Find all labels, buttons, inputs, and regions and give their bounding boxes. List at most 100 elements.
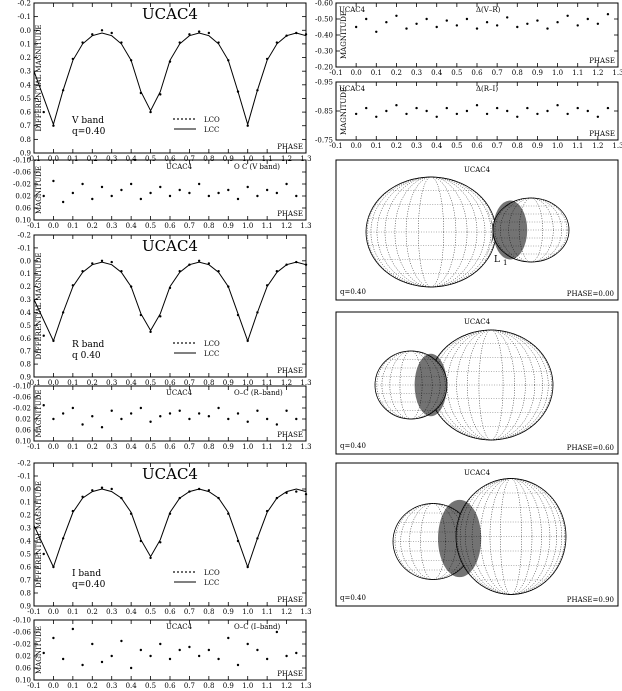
y-tick-label: -0.02 [13,405,31,413]
x-tick-label: -0.1 [27,379,41,387]
x-tick-label: 0.1 [67,222,78,230]
chart-annotation: Δ(V–R) [476,6,501,14]
chart-annotation: O C (V band) [234,163,280,171]
shaded-region [414,353,447,417]
x-tick-label: 1.3 [300,379,311,387]
chart-title: UCAC4 [142,237,198,255]
legend-label: LCO [204,116,220,124]
x-tick-label: 0.8 [203,608,214,616]
band-label: R band [72,340,105,350]
x-tick-label: 0.8 [203,443,214,451]
data-point [256,194,259,198]
x-tick-label: 0.1 [67,682,78,690]
x-tick-label: 1.2 [592,142,603,150]
data-point [526,106,529,110]
x-tick-label: 0.1 [371,142,382,150]
x-tick-label: 0.5 [451,69,462,77]
data-point [566,112,569,116]
data-point [197,412,201,415]
data-point [516,25,519,29]
x-tick-label: 0.7 [184,682,195,690]
data-point [110,260,113,264]
data-point [71,627,75,631]
x-tick-label: -0.1 [27,608,41,616]
chart-title: UCAC4 [166,389,193,397]
y-tick-label: -0.30 [315,48,333,56]
data-point [149,191,152,195]
data-point [159,415,162,418]
x-tick-label: 0.2 [87,682,98,690]
x-tick-label: 1.3 [612,69,622,77]
x-tick-label: 0.2 [87,379,98,387]
y-tick-label: -0.1 [18,473,32,481]
data-point [178,648,181,652]
y-tick-label: 0.2 [20,512,31,520]
y-tick-label: 0.0 [20,257,31,265]
x-tick-label: 0.0 [48,608,59,616]
y-tick-label: 0.2 [20,283,31,291]
data-point [197,182,201,186]
data-point [42,404,45,407]
x-axis-label: PHASE [277,143,303,151]
data-point [265,188,269,192]
x-tick-label: 1.2 [281,608,292,616]
chart-oc_v: -0.1 0.0 0.1 0.2 0.3 0.4 0.5 0.6 0.7 0.8 0.9 1.0 1.1… [13,157,312,231]
y-tick-label: 0.2 [20,54,31,62]
x-tick-label: 0.2 [87,155,98,163]
data-point [71,191,75,195]
data-point [536,19,539,22]
data-point [475,104,479,107]
legend-dot [177,118,179,120]
x-tick-label: 0.4 [431,142,443,150]
y-tick-label: -0.40 [315,32,333,40]
data-point [385,21,388,24]
data-point [52,179,55,183]
y-tick-label: -0.2 [18,0,32,8]
data-point [100,426,104,429]
y-tick-label: 0.7 [20,348,31,356]
data-point [465,109,469,113]
y-tick-label: -0.1 [18,13,32,21]
data-point [120,188,123,192]
y-tick-label: 0.5 [20,95,31,103]
x-tick-label: 1.0 [242,222,253,230]
y-tick-label: -0.06 [13,169,31,177]
data-point [217,657,220,661]
y-tick-label: 0.06 [15,665,31,673]
data-point [110,194,113,198]
data-point [139,648,143,652]
chart-title: UCAC4 [166,163,193,171]
y-tick-label: 0.02 [15,416,31,424]
data-point [110,409,113,412]
data-point [168,412,172,415]
y-tick-label: -0.95 [315,79,333,87]
x-tick-label: 0.9 [223,682,234,690]
x-tick-label: -0.1 [27,443,41,451]
x-tick-label: 1.3 [612,142,622,150]
meridian [519,197,543,263]
data-point [81,182,84,186]
y-tick-label: -0.02 [13,181,31,189]
chart-lc_r: -0.1 0.0 0.1 0.2 0.3 0.4 0.5 0.6 0.7 0.8 0.9 1.0 1.1… [18,232,312,388]
data-point [61,412,65,415]
data-point [52,636,55,640]
data-point [425,109,428,113]
x-tick-label: 0.3 [411,142,422,150]
x-tick-label: 0.0 [48,379,59,387]
legend-dot [177,342,179,344]
data-point [546,109,549,113]
data-point [295,194,298,198]
y-tick-label: -0.10 [13,617,31,625]
data-point [188,191,191,195]
legend-label: LCO [204,340,220,348]
data-point [526,22,529,25]
x-tick-label: 1.0 [242,379,253,387]
data-point [385,109,388,113]
y-axis-label: MAGNITUDE [340,11,348,59]
data-point [576,106,579,110]
x-tick-label: 0.0 [351,142,362,150]
y-axis-label: DIFFERENTIAL MAGNITUDE [35,481,43,588]
x-tick-label: 1.3 [300,443,311,451]
data-point [42,110,45,114]
data-point [405,112,408,116]
